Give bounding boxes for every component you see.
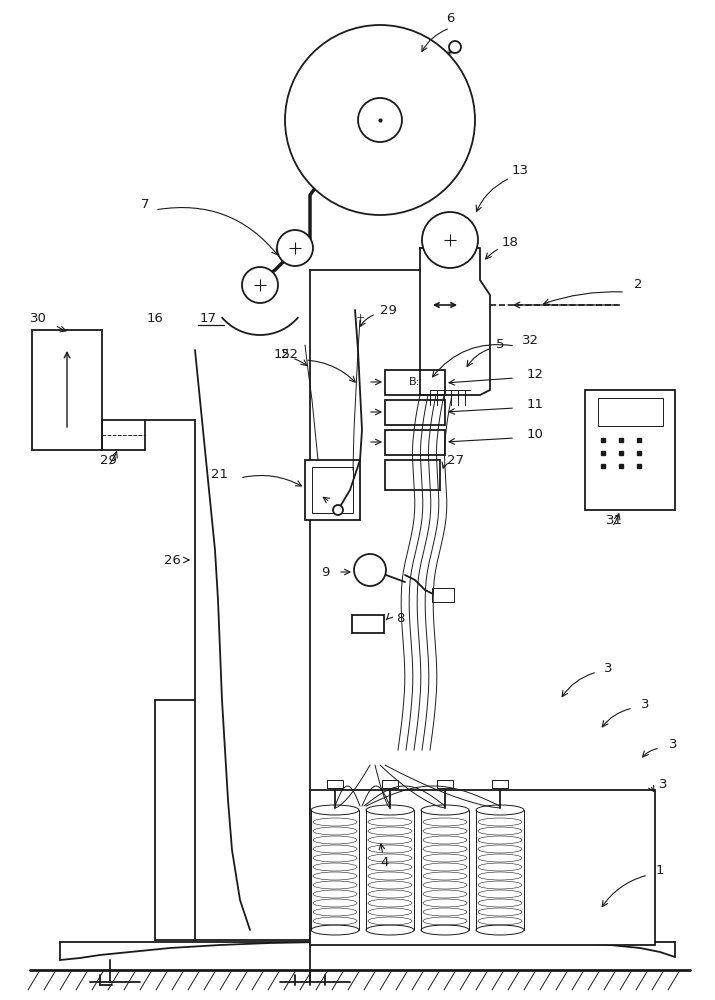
Bar (437, 780, 453, 788)
Text: 22: 22 (282, 349, 298, 361)
Text: 10: 10 (526, 428, 543, 442)
Text: 21: 21 (212, 468, 229, 482)
Circle shape (358, 98, 402, 142)
Text: 12: 12 (526, 368, 543, 381)
Bar (385, 370, 445, 395)
Circle shape (285, 25, 475, 215)
Text: 26: 26 (164, 554, 180, 566)
Text: 18: 18 (501, 235, 518, 248)
Bar (327, 780, 343, 788)
Text: +: + (355, 313, 365, 323)
Text: 15: 15 (274, 349, 290, 361)
Text: 16: 16 (147, 312, 164, 324)
Text: 3: 3 (603, 662, 612, 674)
Circle shape (354, 554, 386, 586)
Bar (585, 390, 675, 510)
Bar (310, 790, 655, 945)
Bar (352, 615, 384, 633)
Text: 29: 29 (99, 454, 117, 466)
Text: 6: 6 (446, 11, 454, 24)
Circle shape (242, 267, 278, 303)
Bar (492, 780, 508, 788)
Bar (32, 330, 102, 450)
Bar (432, 588, 454, 602)
Text: 11: 11 (526, 398, 543, 412)
Bar (385, 400, 445, 425)
Circle shape (277, 230, 313, 266)
Text: 3: 3 (669, 738, 677, 752)
Circle shape (422, 212, 478, 268)
Text: 13: 13 (511, 163, 528, 176)
Bar (312, 467, 353, 513)
Bar (305, 460, 360, 520)
Text: 3: 3 (659, 778, 667, 792)
Text: 27: 27 (446, 454, 463, 466)
Text: 3: 3 (641, 698, 649, 712)
Text: 30: 30 (29, 312, 46, 324)
Bar (385, 430, 445, 455)
Text: 7: 7 (141, 198, 149, 212)
Circle shape (333, 505, 343, 515)
Text: 32: 32 (521, 334, 538, 347)
Text: 5: 5 (495, 338, 504, 352)
Bar (598, 398, 663, 426)
Text: 2: 2 (633, 278, 642, 292)
Text: 9: 9 (321, 566, 329, 578)
Text: 8: 8 (396, 611, 404, 624)
Text: B:: B: (410, 377, 420, 387)
Text: 4: 4 (381, 856, 389, 868)
Text: 17: 17 (199, 312, 217, 324)
Text: 1: 1 (656, 863, 664, 876)
Text: 31: 31 (606, 514, 623, 526)
Circle shape (449, 41, 461, 53)
Bar (385, 460, 440, 490)
Text: 29: 29 (380, 304, 396, 316)
Bar (382, 780, 398, 788)
